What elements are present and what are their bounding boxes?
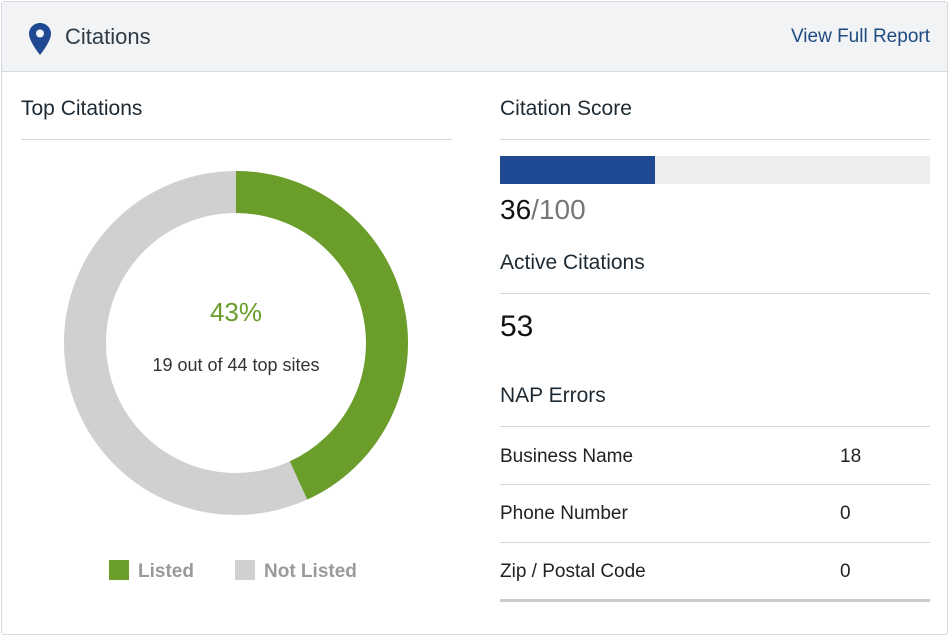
score-max: /100 <box>531 194 586 225</box>
citation-score-bar-fill <box>500 156 655 184</box>
nap-row-phone-number-label: Phone Number <box>500 503 628 524</box>
divider <box>500 542 930 543</box>
active-citations-value: 53 <box>500 310 534 343</box>
legend-not-listed-label: Not Listed <box>264 561 357 582</box>
top-citations-donut: 43% 19 out of 44 top sites <box>62 169 410 517</box>
divider <box>21 139 452 140</box>
nap-row-phone-number-value: 0 <box>840 503 851 524</box>
nap-row-zip-label: Zip / Postal Code <box>500 561 646 582</box>
divider <box>500 426 930 427</box>
citation-score-value: 36/100 <box>500 194 586 226</box>
listed-swatch <box>109 560 129 580</box>
top-citations-title: Top Citations <box>21 97 143 120</box>
card-title: Citations <box>65 24 151 49</box>
active-citations-title: Active Citations <box>500 251 645 274</box>
score-number: 36 <box>500 194 532 225</box>
nap-row-business-name-label: Business Name <box>500 446 634 467</box>
citation-score-title: Citation Score <box>500 97 632 120</box>
view-full-report-link[interactable]: View Full Report <box>790 26 930 47</box>
donut-chart <box>64 171 408 515</box>
listed-percent: 43% <box>209 297 263 327</box>
listed-arc <box>235 171 408 500</box>
legend-not-listed: Not Listed <box>235 560 357 583</box>
divider <box>500 484 930 485</box>
not-listed-swatch <box>235 560 255 580</box>
nap-row-zip-value: 0 <box>840 561 851 582</box>
listed-summary: 19 out of 44 top sites <box>152 355 320 375</box>
divider <box>500 293 930 294</box>
map-pin-icon <box>29 23 51 55</box>
citation-score-bar <box>500 156 930 184</box>
table-bottom-border <box>500 599 930 602</box>
legend-listed-label: Listed <box>138 561 194 582</box>
nap-errors-title: NAP Errors <box>500 384 606 407</box>
card-header: Citations View Full Report <box>2 2 947 72</box>
divider <box>500 139 930 140</box>
nap-row-business-name-value: 18 <box>840 446 862 467</box>
legend-listed: Listed <box>109 560 194 583</box>
